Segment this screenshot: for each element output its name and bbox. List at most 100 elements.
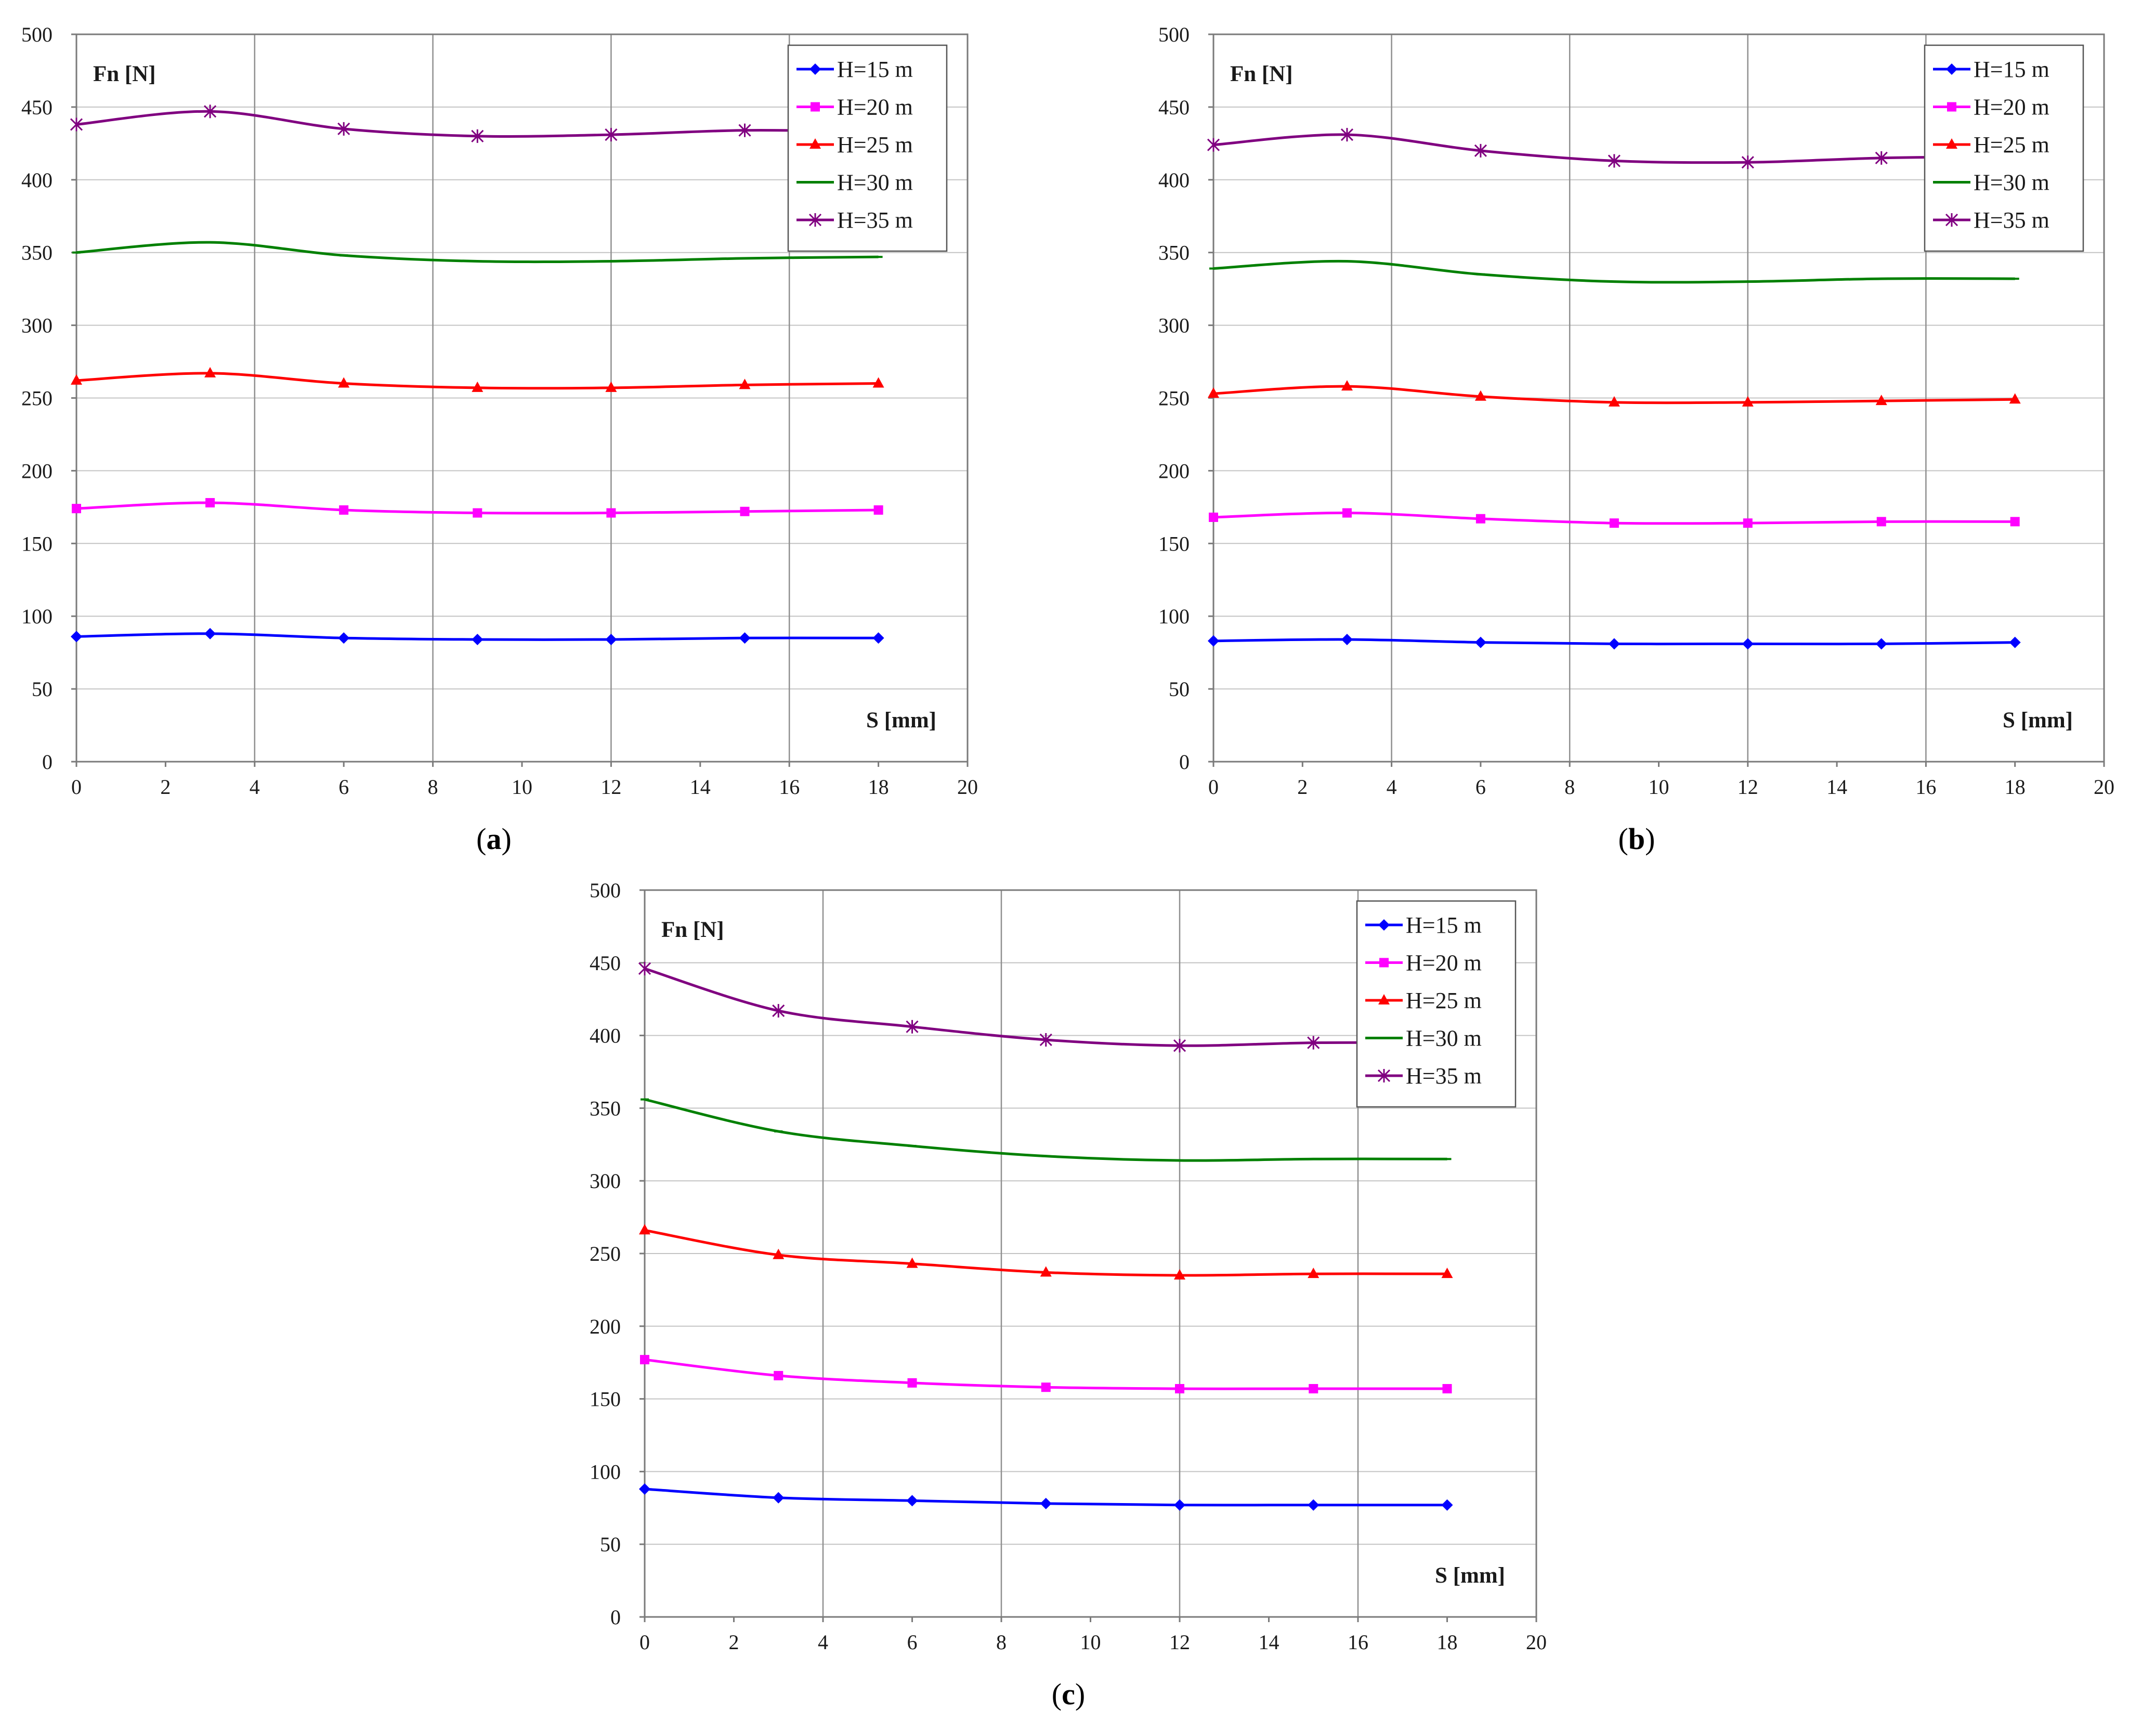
- legend-item: H=20 m: [1365, 950, 1482, 976]
- data-point: [1040, 1497, 1052, 1509]
- x-tick-label: 4: [1387, 775, 1397, 799]
- data-point: [1608, 396, 1620, 407]
- data-point: [873, 505, 883, 515]
- data-point: [1309, 1384, 1318, 1394]
- data-point: [1041, 1382, 1051, 1392]
- series-h15m: [1208, 633, 2021, 650]
- data-point: [1040, 1266, 1052, 1277]
- data-point: [640, 1355, 649, 1365]
- data-point: [204, 367, 216, 377]
- legend-label: H=15 m: [1974, 57, 2049, 82]
- legend-item: H=35 m: [796, 207, 913, 233]
- chart-b: 0 50 100 150 200 250 300 350 400 450 500 0 2 4 6 8 10 12 1…: [1158, 23, 2114, 856]
- data-point: [740, 506, 750, 516]
- x-tick-label: 14: [690, 775, 711, 799]
- data-point: [1173, 1039, 1186, 1053]
- legend-label: H=35 m: [1974, 207, 2049, 233]
- legend-swatch-marker: [1378, 919, 1390, 931]
- data-point: [1308, 1268, 1320, 1278]
- data-point: [906, 1495, 918, 1507]
- data-point: [872, 632, 884, 644]
- x-tick-label: 4: [818, 1630, 828, 1654]
- legend-item: H=30 m: [1933, 170, 2049, 195]
- data-point: [70, 118, 83, 132]
- x-tick-label: 2: [160, 775, 171, 799]
- data-point: [2009, 636, 2021, 648]
- data-point: [2009, 393, 2021, 404]
- x-tick-label: 16: [1915, 775, 1936, 799]
- y-tick-label: 250: [21, 387, 53, 410]
- y-tick-label: 450: [590, 951, 621, 975]
- legend-item: H=30 m: [796, 170, 913, 195]
- data-point: [907, 1378, 917, 1388]
- data-point: [205, 498, 215, 507]
- data-point: [1039, 1033, 1052, 1047]
- legend-swatch-marker: [1947, 102, 1956, 112]
- series-h20m: [72, 498, 883, 518]
- legend-swatch-marker: [809, 138, 821, 149]
- data-point: [1208, 387, 1219, 398]
- data-point: [605, 381, 617, 392]
- data-point: [774, 1370, 783, 1380]
- y-tick-label: 150: [1158, 532, 1190, 555]
- series-h20m: [640, 1355, 1452, 1394]
- data-point: [1308, 1499, 1320, 1511]
- x-tick-label: 8: [1564, 775, 1575, 799]
- y-tick-label: 100: [1158, 605, 1190, 628]
- data-point: [772, 1004, 785, 1018]
- legend-label: H=15 m: [1406, 912, 1482, 938]
- x-tick-label: 18: [2005, 775, 2026, 799]
- y-tick-label: 350: [21, 241, 53, 265]
- legend-swatch-marker: [811, 102, 820, 112]
- legend-label: H=25 m: [1974, 132, 2049, 158]
- y-tick-label: 450: [1158, 96, 1190, 119]
- panel-caption-letter: c: [1062, 1677, 1075, 1711]
- data-point: [1441, 1499, 1453, 1511]
- chart-a: 0 50 100 150 200 250 300 350 400 450 500 0 2 4 6 8 10 12 1…: [21, 23, 978, 856]
- data-point: [1608, 638, 1620, 650]
- legend-label: H=30 m: [1974, 170, 2049, 195]
- y-tick-label: 500: [21, 23, 53, 46]
- data-point: [773, 1248, 785, 1259]
- series-h15m: [639, 1483, 1453, 1511]
- y-tick-label: 400: [1158, 168, 1190, 192]
- data-point: [605, 633, 617, 645]
- legend-label: H=20 m: [837, 95, 913, 120]
- legend-label: H=35 m: [837, 207, 913, 233]
- data-point: [1208, 635, 1219, 647]
- y-tick-label: 150: [21, 532, 53, 555]
- data-point: [1442, 1384, 1452, 1394]
- data-point: [1342, 508, 1352, 518]
- data-point: [738, 123, 751, 137]
- legend-swatch-marker: [808, 213, 822, 227]
- data-point: [1341, 633, 1353, 645]
- data-point: [72, 504, 81, 514]
- panel-caption: (a): [476, 822, 512, 856]
- y-tick-label: 200: [1158, 459, 1190, 482]
- legend-label: H=30 m: [1406, 1026, 1482, 1051]
- x-axis-title: S [mm]: [866, 708, 936, 733]
- data-point: [472, 381, 484, 392]
- data-point: [606, 508, 616, 518]
- x-tick-label: 10: [512, 775, 532, 799]
- legend-item: H=15 m: [1365, 912, 1482, 938]
- legend: H=15 m H=20 m H=25 m H=30 m H=35 m: [787, 44, 948, 252]
- legend-swatch-marker: [1379, 958, 1389, 968]
- data-point: [872, 377, 884, 388]
- y-tick-label: 250: [590, 1242, 621, 1265]
- data-point: [906, 1257, 918, 1268]
- data-point: [1875, 151, 1888, 165]
- data-point: [204, 105, 217, 119]
- data-point: [1307, 1036, 1320, 1050]
- y-tick-label: 500: [1158, 23, 1190, 46]
- x-tick-label: 12: [1738, 775, 1758, 799]
- legend-swatch-marker: [1945, 213, 1958, 227]
- legend-item: H=30 m: [1365, 1026, 1482, 1051]
- legend: H=15 m H=20 m H=25 m H=30 m H=35 m: [1924, 44, 2084, 252]
- x-tick-label: 18: [1437, 1630, 1458, 1654]
- x-tick-label: 8: [996, 1630, 1007, 1654]
- data-point: [472, 633, 484, 645]
- series-h30m: [1209, 259, 2019, 284]
- data-point: [1475, 514, 1485, 524]
